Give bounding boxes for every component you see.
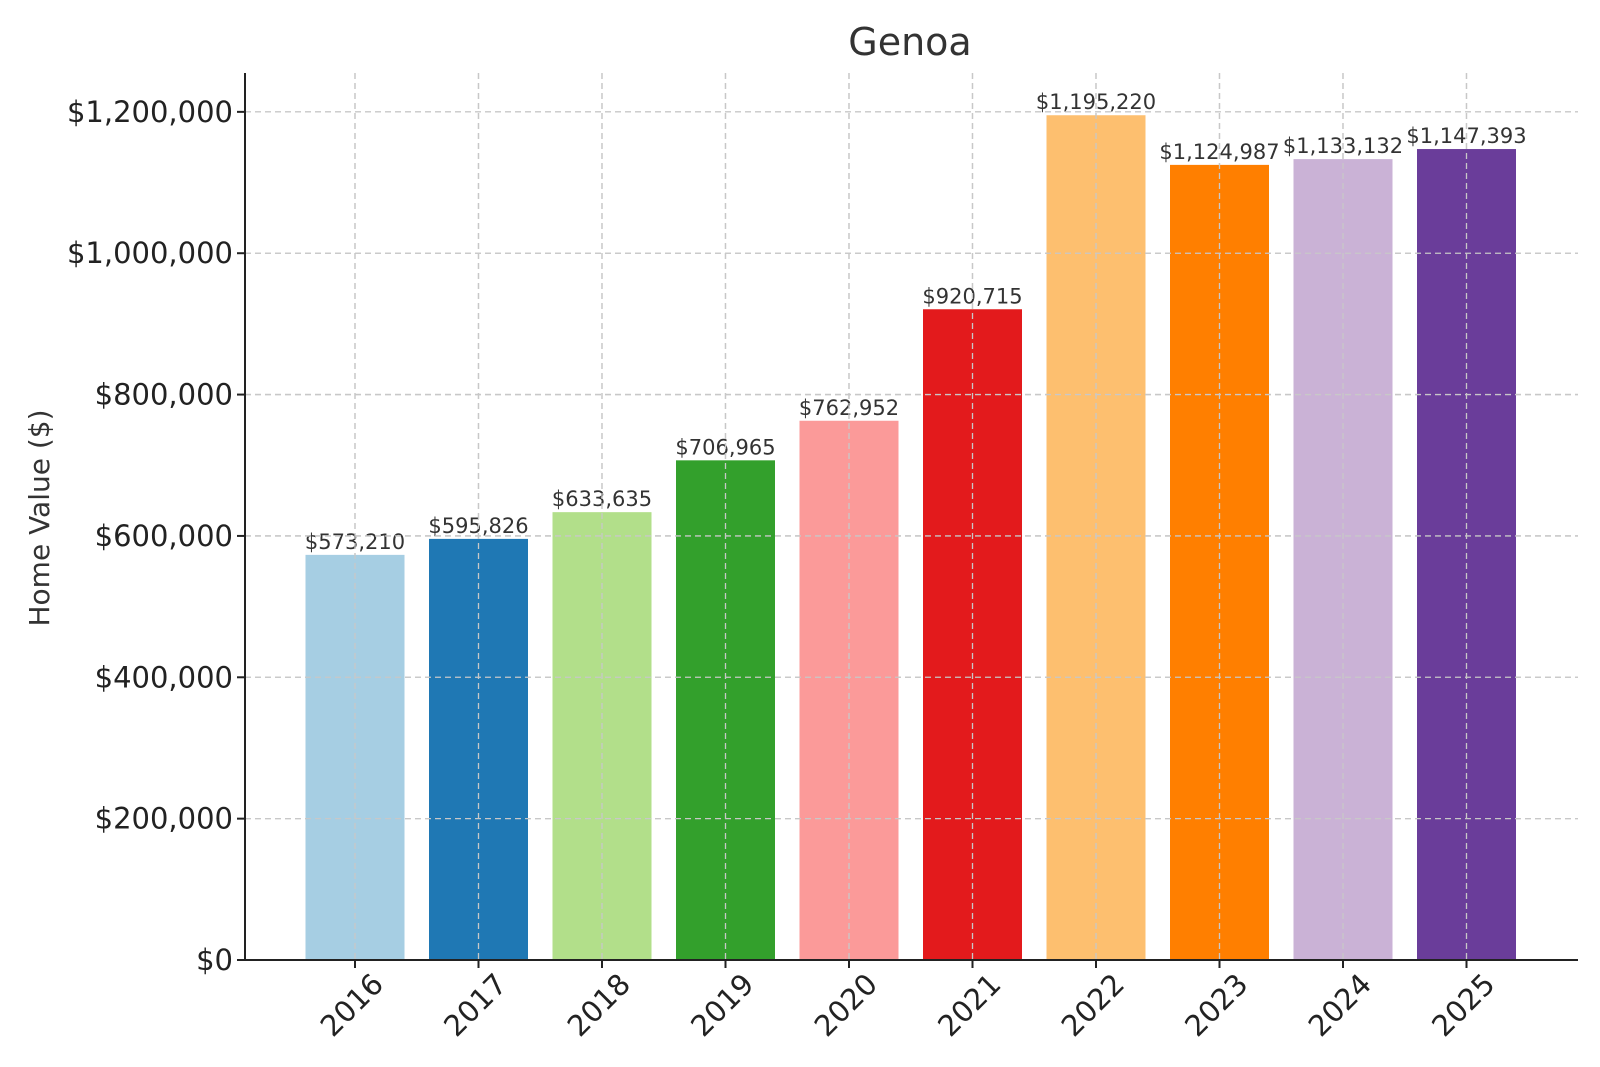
value-label-layer: $573,210$595,826$633,635$706,965$762,952… — [245, 73, 1578, 960]
y-tick-label: $400,000 — [95, 660, 233, 694]
x-tick-label: 2023 — [1178, 967, 1254, 1043]
x-tick-label: 2025 — [1425, 967, 1501, 1043]
x-tick-label: 2024 — [1302, 967, 1378, 1043]
y-axis-label: Home Value ($) — [23, 409, 56, 626]
x-tick-label: 2017 — [437, 967, 513, 1043]
bar-2020 — [799, 420, 899, 960]
x-tick-label: 2021 — [931, 967, 1007, 1043]
x-tick-layer: 2016 2017 2018 2019 2020 2021 2022 2023 2024 2025 — [314, 960, 1501, 1043]
y-tick-label: $1,200,000 — [67, 95, 233, 129]
bar-2017 — [429, 538, 528, 960]
y-tick-layer: $0 $200,000 $400,000 $600,000 $800,000 $1,000… — [67, 95, 245, 977]
x-tick-label: 2019 — [684, 967, 760, 1043]
axis-layer — [244, 73, 1578, 961]
x-tick-label: 2018 — [561, 967, 637, 1043]
y-tick-label: $800,000 — [95, 378, 233, 412]
bar-2024 — [1293, 159, 1393, 961]
x-tick-label: 2020 — [808, 967, 884, 1043]
x-tick-label: 2016 — [314, 967, 390, 1043]
y-tick-label: $600,000 — [95, 519, 233, 553]
x-tick-label: 2022 — [1055, 967, 1131, 1043]
y-tick-label: $1,000,000 — [67, 236, 233, 270]
y-tick-label: $200,000 — [95, 802, 233, 836]
chart-title: Genoa — [848, 20, 971, 64]
y-tick-label: $0 — [196, 943, 233, 977]
